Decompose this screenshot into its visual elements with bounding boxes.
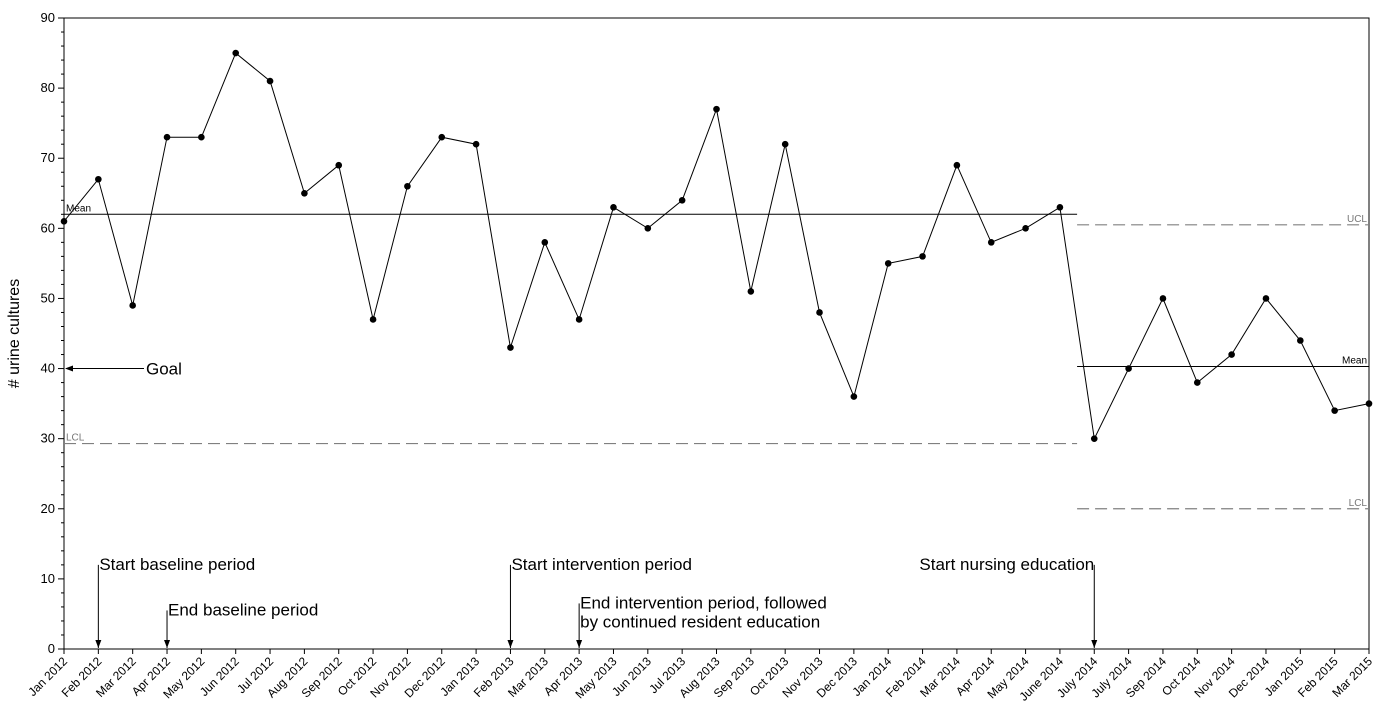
y-tick-label: 10: [41, 571, 55, 586]
data-point: [953, 161, 961, 169]
data-point: [266, 77, 274, 85]
data-point: [95, 175, 102, 183]
y-tick-label: 90: [41, 10, 55, 25]
data-point: [198, 133, 205, 141]
reference-line-label: LCL: [66, 433, 85, 444]
data-point: [541, 239, 549, 246]
annotation-arrowhead: [164, 640, 171, 648]
y-tick-label: 0: [48, 641, 55, 656]
annotation-text: End intervention period, followed: [580, 593, 827, 612]
data-point: [129, 302, 136, 309]
data-point: [850, 393, 858, 400]
data-point: [1297, 337, 1304, 344]
data-point: [369, 316, 377, 323]
data-point: [404, 182, 411, 190]
data-point: [438, 133, 446, 141]
data-point: [816, 309, 823, 316]
data-point: [678, 196, 686, 204]
data-point: [884, 260, 892, 267]
data-point: [1228, 351, 1235, 358]
y-tick-label: 80: [41, 80, 55, 95]
annotations: Goal Start baseline period End baseline pe…: [65, 360, 1098, 648]
data-point: [507, 344, 514, 351]
data-point: [163, 133, 171, 141]
data-point: [301, 189, 308, 197]
y-axis-label: # urine cultures: [6, 279, 23, 388]
data-point: [1159, 295, 1167, 302]
data-point: [1090, 435, 1098, 442]
data-point: [1125, 365, 1132, 372]
annotation-text: Start baseline period: [99, 555, 255, 574]
data-point: [644, 225, 652, 232]
data-point: [575, 316, 583, 323]
goal-label: Goal: [146, 360, 182, 379]
y-tick-label: 50: [41, 290, 55, 305]
data-point: [232, 49, 240, 57]
reference-line-label: UCL: [1347, 214, 1367, 225]
data-point: [1193, 379, 1201, 386]
series: [60, 49, 1373, 442]
y-tick-label: 60: [41, 220, 55, 235]
plot-frame: [63, 17, 1370, 650]
annotation-arrowhead: [95, 640, 102, 648]
y-tick-label: 20: [41, 501, 55, 516]
y-tick-label: 70: [41, 150, 55, 165]
reference-line-label: Mean: [66, 203, 91, 214]
data-point: [1331, 407, 1338, 414]
data-point: [1262, 295, 1270, 302]
y-tick-label: 40: [41, 361, 55, 376]
data-point: [747, 288, 755, 295]
annotation-arrowhead: [576, 640, 583, 648]
data-point: [781, 140, 789, 148]
data-point: [1022, 225, 1029, 232]
annotation-arrowhead: [507, 640, 514, 648]
goal-arrowhead: [65, 365, 73, 372]
annotation-text: Start nursing education: [919, 555, 1094, 574]
data-point: [713, 105, 720, 113]
annotation-text: by continued resident education: [580, 612, 820, 631]
annotation-text: End baseline period: [168, 600, 318, 619]
data-point: [1056, 204, 1064, 211]
data-point: [919, 253, 926, 260]
annotation-text: Start intervention period: [511, 555, 692, 574]
annotation-arrowhead: [1091, 640, 1098, 648]
reference-line-label: Mean: [1342, 355, 1367, 366]
reference-line-label: LCL: [1349, 498, 1368, 509]
y-tick-label: 30: [41, 431, 55, 446]
data-point: [1365, 400, 1373, 407]
reference-lines: Mean LCL UCL Mean LCL: [64, 203, 1369, 510]
data-point: [60, 218, 68, 225]
data-point: [987, 239, 995, 246]
data-point: [472, 140, 480, 148]
data-point: [335, 161, 343, 169]
data-point: [610, 204, 617, 211]
